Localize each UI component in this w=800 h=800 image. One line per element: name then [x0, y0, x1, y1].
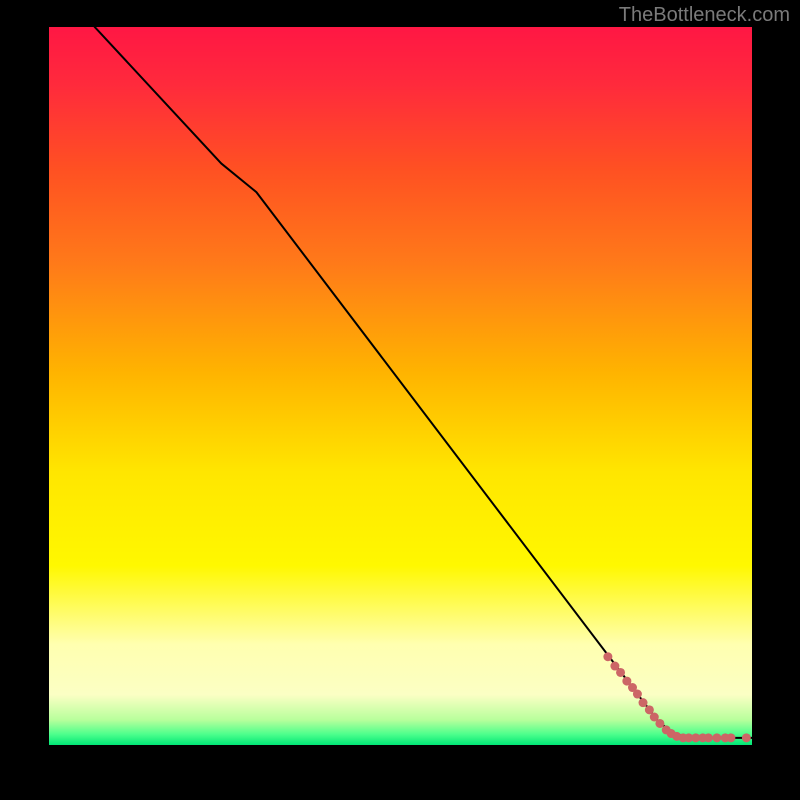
data-marker — [742, 733, 751, 742]
chart-svg — [49, 27, 752, 745]
data-marker — [603, 652, 612, 661]
data-marker — [704, 733, 713, 742]
data-marker — [712, 733, 721, 742]
data-marker — [639, 698, 648, 707]
data-marker — [655, 719, 664, 728]
data-marker — [726, 733, 735, 742]
chart-gradient-bg — [49, 27, 752, 745]
data-marker — [633, 690, 642, 699]
attribution-text: TheBottleneck.com — [619, 4, 790, 27]
bottleneck-chart — [49, 27, 752, 745]
data-marker — [616, 668, 625, 677]
